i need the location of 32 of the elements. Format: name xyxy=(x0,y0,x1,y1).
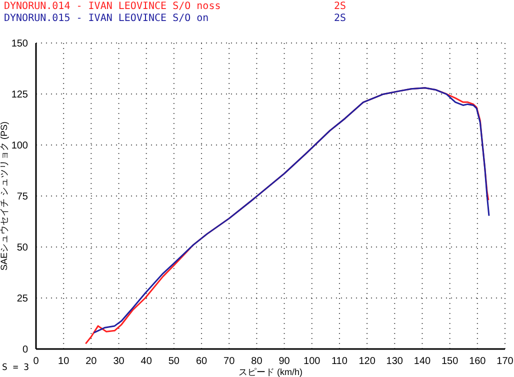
x-tick-label: 140 xyxy=(414,356,432,368)
y-tick-label: 75 xyxy=(16,192,28,203)
x-tick-label: 0 xyxy=(33,356,40,368)
text: DYNORUN.014 - IVAN LEOVINCE S/O noss xyxy=(4,1,222,13)
y-tick-label: 50 xyxy=(16,242,28,254)
y-tick-label: 150 xyxy=(11,38,28,50)
x-tick-label: 170 xyxy=(496,356,514,368)
text: 2S xyxy=(334,13,346,25)
y-tick-label: 125 xyxy=(11,90,28,101)
y-tick-label: 0 xyxy=(22,344,28,356)
x-tick-label: 20 xyxy=(86,356,98,368)
y-tick-label: 25 xyxy=(16,294,28,305)
x-tick-label: 50 xyxy=(168,356,180,368)
text: 2S xyxy=(334,1,346,13)
x-tick-label: 10 xyxy=(58,356,70,368)
x-tick-label: 160 xyxy=(469,356,486,368)
y-tick-label: 100 xyxy=(11,140,28,152)
text: S = 3 xyxy=(2,363,30,373)
x-tick-label: 70 xyxy=(224,356,236,368)
x-tick-label: 120 xyxy=(358,356,376,368)
y-axis-title: SAEシュウセイチ シュツリョク (PS) xyxy=(0,121,10,271)
x-tick-label: 30 xyxy=(113,356,125,368)
x-axis-title: スピード (km/h) xyxy=(238,367,302,377)
x-tick-label: 90 xyxy=(278,356,290,368)
x-tick-label: 100 xyxy=(304,356,321,368)
text: DYNORUN.015 - IVAN LEOVINCE S/O on xyxy=(4,13,210,25)
x-tick-label: 110 xyxy=(331,356,348,368)
x-tick-label: 80 xyxy=(251,356,263,368)
x-tick-label: 150 xyxy=(441,356,459,368)
x-tick-label: 130 xyxy=(386,356,404,368)
x-tick-label: 60 xyxy=(196,356,208,368)
x-tick-label: 40 xyxy=(140,356,152,368)
